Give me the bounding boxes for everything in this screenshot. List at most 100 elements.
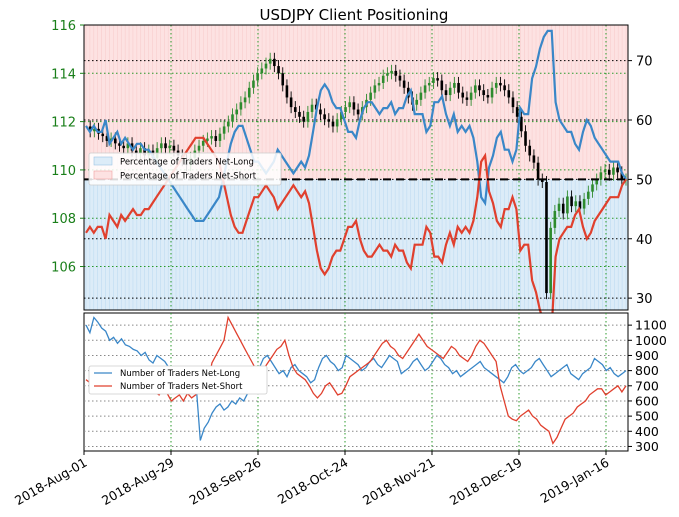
candle-body: [398, 75, 402, 81]
candle-body: [419, 92, 423, 100]
candle-body: [277, 66, 280, 74]
date-tick-label: 2018-Dec-19: [447, 455, 525, 508]
candle-body: [126, 143, 130, 149]
percentage-tick-label: 50: [636, 173, 653, 188]
candle-body: [490, 87, 494, 98]
top-panel: 106 108 110 112 114 116 30 40 50 60 70 Percentage…: [51, 19, 653, 329]
candle-body: [306, 111, 310, 122]
candle-body: [369, 92, 372, 100]
candle-body: [603, 169, 607, 173]
percentage-tick-label: 70: [636, 55, 653, 70]
candle-body: [197, 145, 201, 151]
top-panel-frame: [83, 24, 629, 311]
candle-body: [616, 167, 619, 173]
candle-body: [239, 102, 243, 110]
candle-body: [528, 145, 532, 156]
candle-body: [289, 97, 293, 108]
candle-body: [331, 121, 335, 127]
candle-body: [423, 85, 427, 93]
date-tick-label: 2018-Aug-29: [99, 455, 177, 508]
count-tick-label: 1100: [635, 318, 667, 333]
candle-body: [88, 126, 92, 132]
candle-body: [461, 92, 465, 98]
candle-body: [620, 172, 624, 180]
candle-body: [587, 191, 590, 199]
candle-body: [164, 143, 167, 149]
candle-body: [168, 145, 172, 149]
legend-long-swatch: [93, 156, 113, 166]
candle-body: [432, 78, 435, 83]
candle-body: [139, 148, 142, 154]
candle-body: [373, 85, 377, 93]
date-tick-label: 2019-Jan-16: [538, 455, 612, 506]
candle-body: [390, 70, 393, 74]
candle-body: [210, 136, 213, 139]
legend-count-long-label: Number of Traders Net-Long: [120, 369, 240, 379]
candle-body: [549, 227, 552, 294]
candle-body: [340, 111, 343, 120]
candle-body: [273, 58, 276, 67]
candle-body: [101, 133, 105, 137]
count-tick-label: 700: [635, 378, 659, 393]
candle-body: [386, 73, 389, 76]
date-tick-label: 2018-Oct-24: [275, 455, 351, 507]
net-long-percentage-line: [85, 29, 627, 222]
legend-count-short-label: Number of Traders Net-Short: [120, 382, 243, 392]
candle-body: [118, 143, 121, 146]
count-tick-label: 800: [635, 363, 659, 378]
candle-body: [532, 155, 536, 163]
candle-body: [206, 138, 209, 141]
candle-body: [134, 150, 138, 154]
legend-short-swatch: [93, 170, 113, 180]
bottom-gridlines: [84, 313, 628, 451]
candle-body: [574, 201, 578, 207]
candle-body: [264, 63, 268, 69]
date-tick-label: 2018-Nov-21: [360, 455, 437, 508]
candle-body: [465, 97, 469, 100]
candle-body: [478, 85, 481, 91]
candle-body: [377, 82, 381, 86]
candle-body: [595, 179, 598, 185]
candle-body: [415, 99, 418, 105]
candle-body: [453, 82, 456, 88]
candle-body: [160, 143, 163, 149]
percentage-axis: 30 40 50 60 70: [628, 55, 653, 307]
chart-title: USDJPY Client Positioning: [260, 6, 449, 24]
candle-body: [114, 138, 117, 144]
top-legend-box: [88, 152, 282, 186]
count-tick-label: 300: [635, 439, 659, 454]
candle-body: [381, 75, 385, 83]
price-tick-label: 114: [51, 67, 76, 82]
candle-body: [507, 90, 511, 98]
percentage-tick-label: 60: [636, 114, 653, 129]
legend-long-label: Percentage of Traders Net-Long: [120, 158, 254, 168]
candle-body: [570, 196, 573, 207]
candle-body: [486, 95, 490, 98]
candle-body: [260, 68, 264, 74]
candle-body: [515, 107, 519, 117]
percentage-fills: [84, 25, 628, 310]
candle-body: [557, 203, 561, 211]
candle-body: [294, 107, 297, 112]
candle-body: [235, 109, 238, 115]
candle-body: [503, 85, 506, 91]
candle-body: [494, 82, 498, 88]
candle-body: [143, 148, 146, 156]
count-tick-label: 1000: [635, 333, 667, 348]
candle-body: [474, 85, 477, 93]
candle-body: [553, 210, 557, 228]
candle-body: [214, 136, 218, 141]
candle-body: [227, 121, 230, 127]
candle-body: [591, 184, 594, 192]
candle-body: [469, 92, 473, 100]
candle-body: [268, 58, 272, 64]
candle-body: [252, 80, 255, 88]
candle-body: [402, 80, 406, 88]
count-tick-label: 500: [635, 409, 659, 424]
candle-body: [444, 90, 448, 96]
candle-body: [394, 70, 398, 76]
count-tick-label: 400: [635, 424, 659, 439]
candle-body: [231, 114, 234, 122]
candle-body: [323, 114, 326, 120]
